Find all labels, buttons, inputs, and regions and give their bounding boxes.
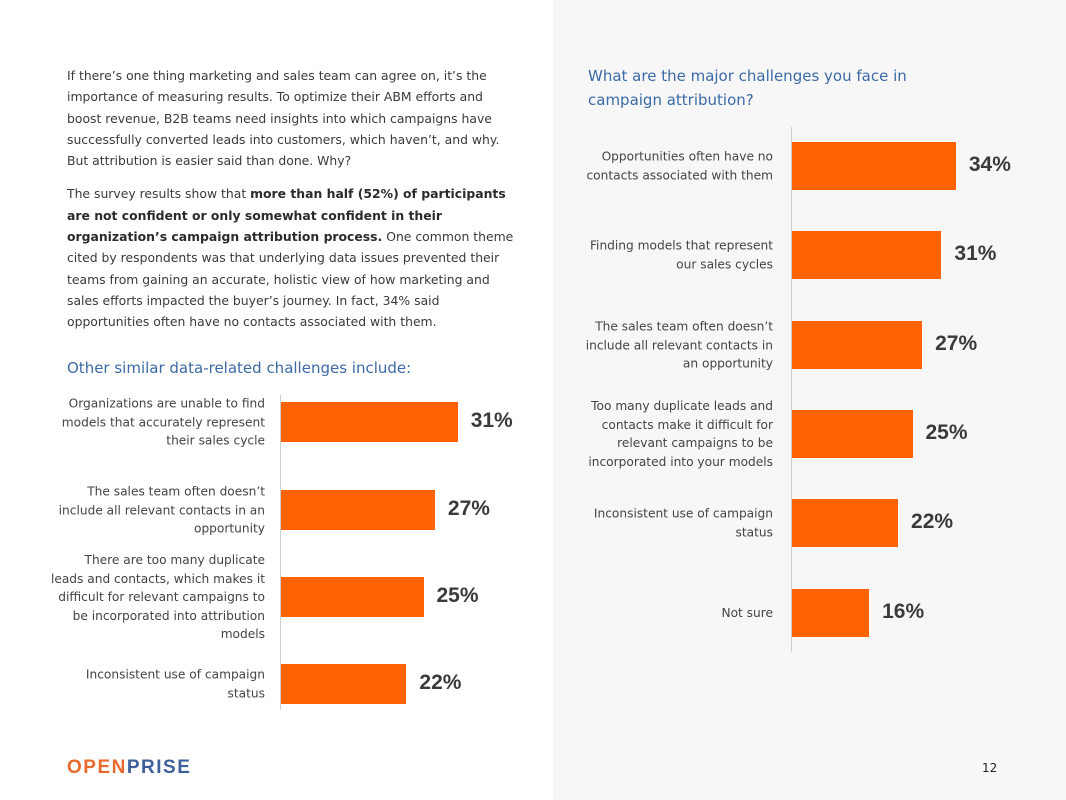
bar-value-label: 25%	[925, 421, 968, 444]
category-label: The sales team often doesn’t include all…	[58, 484, 265, 536]
chart-axis-line	[280, 395, 281, 710]
category-label: Finding models that represent our sales …	[589, 238, 773, 272]
bar-value-label: 31%	[470, 409, 513, 432]
bar-value-label: 16%	[882, 600, 925, 623]
category-label: Too many duplicate leads and contacts ma…	[588, 399, 773, 469]
bar	[792, 499, 899, 547]
bar-value-label: 22%	[419, 671, 462, 694]
bar-value-label: 34%	[968, 153, 1011, 176]
right-chart-title: What are the major challenges you face i…	[588, 67, 907, 109]
chart-axis-line	[791, 127, 792, 652]
bar	[792, 589, 870, 637]
logo-open: OPEN	[67, 757, 127, 778]
bar-value-label: 27%	[447, 497, 490, 520]
p2-start: The survey results show that	[67, 186, 251, 202]
bar-value-label: 31%	[954, 242, 997, 265]
bar	[792, 321, 923, 369]
intro-paragraph-2: The survey results show that more than h…	[67, 183, 517, 332]
category-label: Organizations are unable to find models …	[61, 396, 265, 448]
bar	[281, 490, 435, 530]
bar	[792, 231, 942, 279]
bar	[281, 402, 458, 442]
page-number: 12	[982, 761, 998, 775]
bar	[792, 410, 913, 458]
right-panel-background	[553, 0, 1066, 800]
category-label: There are too many duplicate leads and c…	[50, 552, 265, 641]
category-label: Not sure	[721, 605, 773, 620]
bar-value-label: 25%	[436, 584, 479, 607]
left-chart-title: Other similar data-related challenges in…	[67, 359, 412, 377]
bar	[792, 142, 956, 190]
category-label: Inconsistent use of campaign status	[593, 506, 773, 540]
category-label: Opportunities often have no contacts ass…	[586, 149, 773, 183]
bar	[281, 664, 407, 704]
p2-end: One common theme cited by respondents wa…	[67, 229, 514, 330]
category-label: The sales team often doesn’t include all…	[585, 319, 773, 371]
bar-value-label: 22%	[911, 510, 954, 533]
bar	[281, 577, 424, 617]
intro-paragraph-1: If there’s one thing marketing and sales…	[67, 68, 500, 169]
bar-value-label: 27%	[935, 332, 978, 355]
p2-bold: more than half (52%) of participants are…	[67, 186, 506, 245]
intro-text: If there’s one thing marketing and sales…	[67, 65, 517, 333]
openprise-logo: OPENPRISE	[67, 757, 191, 779]
logo-prise: PRISE	[126, 757, 192, 778]
category-label: Inconsistent use of campaign status	[85, 667, 265, 701]
